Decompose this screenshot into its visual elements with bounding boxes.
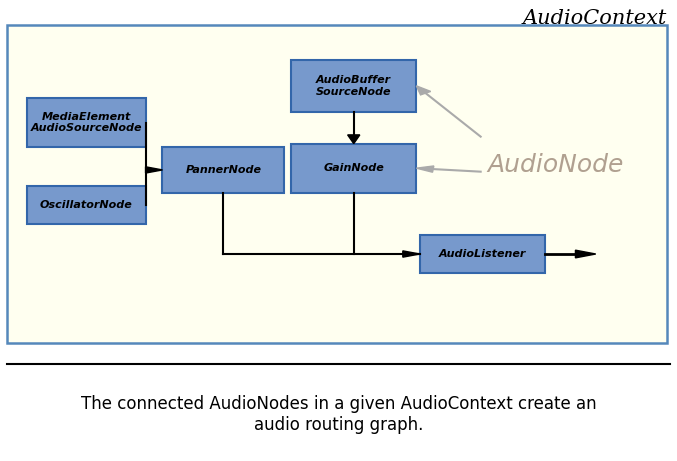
Text: AudioListener: AudioListener	[439, 249, 526, 259]
Polygon shape	[575, 250, 596, 258]
FancyBboxPatch shape	[7, 24, 667, 343]
FancyBboxPatch shape	[27, 98, 146, 147]
Polygon shape	[146, 167, 162, 173]
Polygon shape	[416, 166, 434, 172]
Text: AudioBuffer
SourceNode: AudioBuffer SourceNode	[316, 75, 391, 97]
FancyBboxPatch shape	[162, 147, 284, 193]
Text: AudioContext: AudioContext	[523, 9, 667, 28]
Text: PannerNode: PannerNode	[185, 165, 261, 175]
Text: OscillatorNode: OscillatorNode	[40, 200, 133, 210]
FancyBboxPatch shape	[27, 186, 146, 224]
FancyBboxPatch shape	[420, 235, 545, 273]
FancyBboxPatch shape	[291, 144, 416, 193]
Polygon shape	[348, 135, 360, 144]
Text: The connected AudioNodes in a given AudioContext create an
audio routing graph.: The connected AudioNodes in a given Audi…	[81, 395, 596, 434]
Polygon shape	[403, 251, 420, 257]
Text: GainNode: GainNode	[324, 163, 384, 173]
Text: MediaElement
AudioSourceNode: MediaElement AudioSourceNode	[30, 112, 142, 133]
FancyBboxPatch shape	[291, 59, 416, 112]
Text: AudioNode: AudioNode	[487, 153, 624, 177]
Polygon shape	[416, 86, 431, 95]
